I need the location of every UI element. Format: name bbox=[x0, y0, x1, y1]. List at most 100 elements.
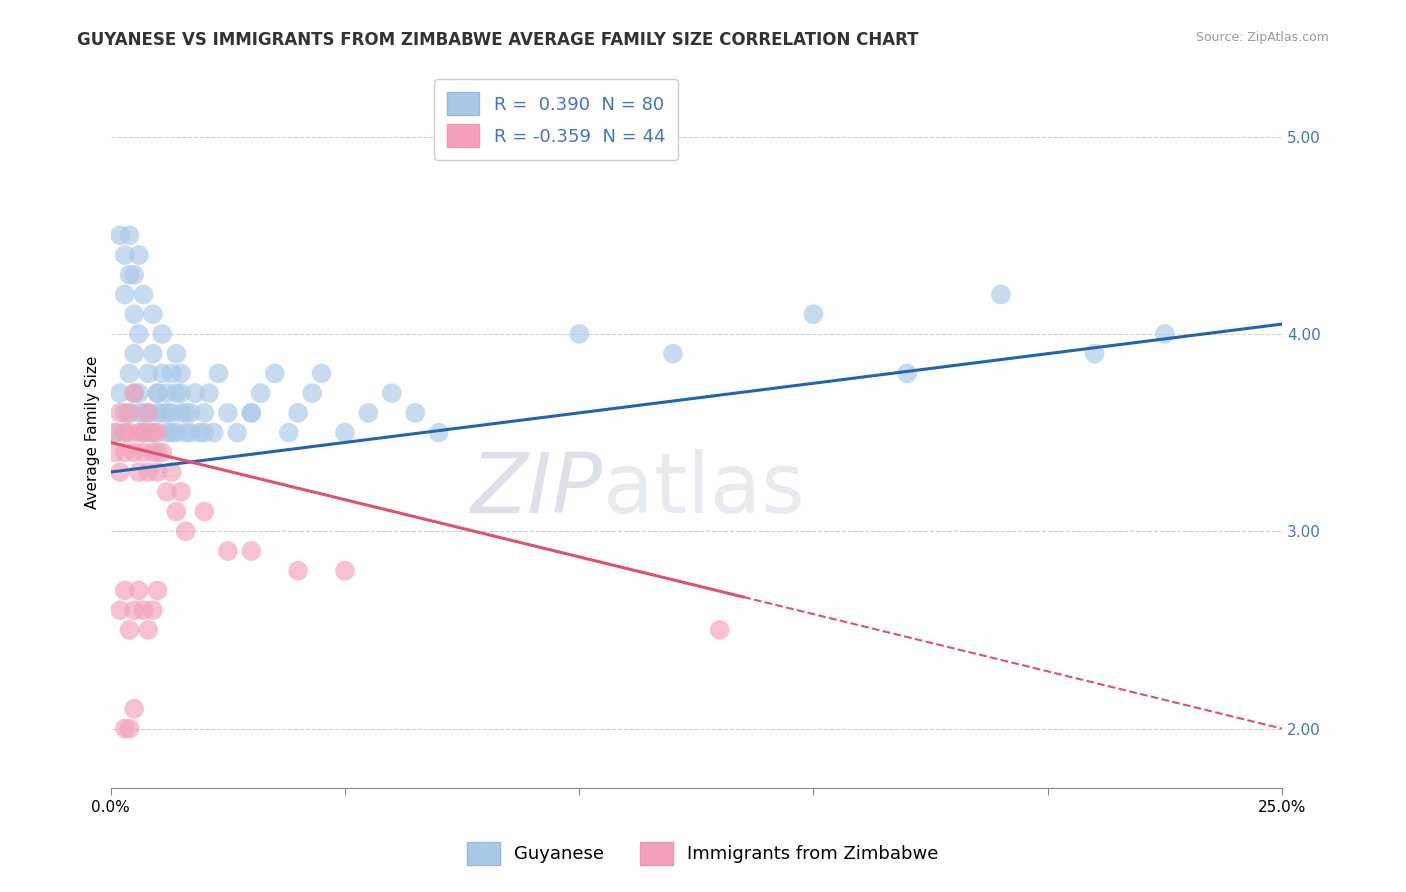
Point bbox=[333, 564, 356, 578]
Point bbox=[311, 367, 333, 381]
Point bbox=[184, 386, 207, 401]
Point bbox=[150, 406, 173, 420]
Point bbox=[165, 386, 187, 401]
Point bbox=[132, 603, 155, 617]
Point bbox=[128, 583, 150, 598]
Point bbox=[263, 367, 285, 381]
Point bbox=[179, 425, 201, 440]
Point bbox=[118, 268, 141, 282]
Point bbox=[132, 425, 155, 440]
Point bbox=[165, 504, 187, 518]
Point bbox=[202, 425, 225, 440]
Point bbox=[142, 603, 165, 617]
Point bbox=[142, 425, 165, 440]
Point bbox=[240, 544, 263, 558]
Point bbox=[160, 465, 183, 479]
Point bbox=[122, 702, 145, 716]
Point bbox=[108, 465, 131, 479]
Point bbox=[132, 445, 155, 459]
Point bbox=[146, 465, 169, 479]
Point bbox=[122, 386, 145, 401]
Point bbox=[114, 425, 136, 440]
Point bbox=[174, 524, 197, 539]
Point bbox=[709, 623, 731, 637]
Point bbox=[142, 307, 165, 321]
Point bbox=[122, 603, 145, 617]
Point bbox=[146, 445, 169, 459]
Point bbox=[128, 425, 150, 440]
Point bbox=[136, 425, 159, 440]
Point bbox=[122, 307, 145, 321]
Point bbox=[128, 248, 150, 262]
Point bbox=[226, 425, 249, 440]
Point bbox=[165, 346, 187, 360]
Point bbox=[104, 425, 127, 440]
Point bbox=[170, 406, 193, 420]
Point bbox=[170, 367, 193, 381]
Point bbox=[1083, 346, 1105, 360]
Point bbox=[142, 425, 165, 440]
Text: atlas: atlas bbox=[603, 449, 804, 530]
Point bbox=[142, 346, 165, 360]
Point bbox=[114, 248, 136, 262]
Point bbox=[156, 425, 179, 440]
Point bbox=[132, 406, 155, 420]
Point bbox=[156, 406, 179, 420]
Point bbox=[114, 583, 136, 598]
Point bbox=[174, 406, 197, 420]
Point bbox=[108, 386, 131, 401]
Point bbox=[118, 406, 141, 420]
Point bbox=[114, 722, 136, 736]
Point bbox=[118, 425, 141, 440]
Text: ZIP: ZIP bbox=[471, 449, 603, 530]
Text: Source: ZipAtlas.com: Source: ZipAtlas.com bbox=[1195, 31, 1329, 45]
Point bbox=[136, 406, 159, 420]
Y-axis label: Average Family Size: Average Family Size bbox=[86, 356, 100, 509]
Point bbox=[427, 425, 450, 440]
Point bbox=[146, 406, 169, 420]
Point bbox=[132, 287, 155, 301]
Point bbox=[114, 406, 136, 420]
Point bbox=[108, 406, 131, 420]
Point bbox=[118, 623, 141, 637]
Point bbox=[404, 406, 426, 420]
Point bbox=[662, 346, 685, 360]
Point bbox=[104, 445, 127, 459]
Point bbox=[118, 722, 141, 736]
Point bbox=[136, 465, 159, 479]
Point bbox=[122, 268, 145, 282]
Point bbox=[122, 445, 145, 459]
Point bbox=[174, 425, 197, 440]
Point bbox=[381, 386, 404, 401]
Point bbox=[990, 287, 1012, 301]
Point bbox=[803, 307, 825, 321]
Point bbox=[277, 425, 299, 440]
Point bbox=[146, 386, 169, 401]
Point bbox=[114, 425, 136, 440]
Point bbox=[132, 425, 155, 440]
Point bbox=[118, 406, 141, 420]
Point bbox=[188, 425, 211, 440]
Point bbox=[357, 406, 380, 420]
Point bbox=[198, 386, 221, 401]
Point bbox=[896, 367, 918, 381]
Point bbox=[160, 425, 183, 440]
Point bbox=[114, 287, 136, 301]
Point bbox=[170, 484, 193, 499]
Point bbox=[179, 406, 201, 420]
Point bbox=[118, 367, 141, 381]
Point bbox=[287, 564, 309, 578]
Point bbox=[160, 406, 183, 420]
Point bbox=[122, 346, 145, 360]
Point bbox=[156, 386, 179, 401]
Point bbox=[146, 425, 169, 440]
Point bbox=[136, 623, 159, 637]
Point bbox=[568, 326, 591, 341]
Point bbox=[122, 386, 145, 401]
Point bbox=[333, 425, 356, 440]
Point bbox=[1153, 326, 1175, 341]
Text: GUYANESE VS IMMIGRANTS FROM ZIMBABWE AVERAGE FAMILY SIZE CORRELATION CHART: GUYANESE VS IMMIGRANTS FROM ZIMBABWE AVE… bbox=[77, 31, 920, 49]
Point bbox=[240, 406, 263, 420]
Point bbox=[128, 326, 150, 341]
Point bbox=[108, 603, 131, 617]
